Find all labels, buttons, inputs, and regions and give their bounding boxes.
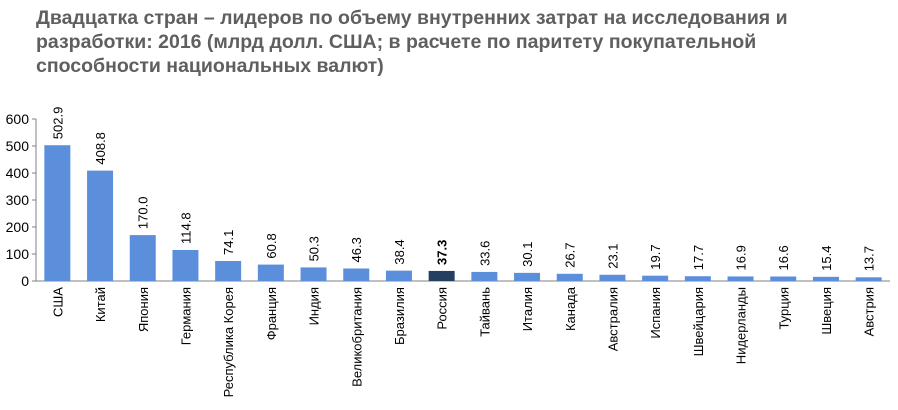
category-label: Япония: [136, 287, 151, 332]
value-label: 13.7: [862, 246, 877, 271]
bar: [428, 270, 455, 281]
bar: [385, 270, 412, 281]
category-label: Швеция: [819, 287, 834, 335]
bar: [599, 274, 626, 281]
value-label: 15.4: [819, 246, 834, 271]
bar: [87, 170, 114, 281]
value-label: 26.7: [563, 242, 578, 267]
bar: [812, 276, 839, 281]
category-label: Австрия: [862, 287, 877, 336]
category-label: Германия: [178, 287, 193, 345]
category-label: Турция: [776, 287, 791, 330]
category-label: Тайвань: [477, 287, 492, 337]
category-label: Испания: [648, 287, 663, 339]
bar: [300, 267, 327, 281]
category-label: Великобритания: [349, 287, 364, 387]
bar: [855, 277, 882, 281]
category-label: Австралия: [605, 287, 620, 351]
value-labels: 502.9 408.8 170.0 114.8 74.1 60.8 50.3 46.3 38.4…: [50, 107, 876, 272]
value-label: 46.3: [349, 237, 364, 262]
bar: [471, 271, 498, 281]
category-label: Италия: [520, 287, 535, 331]
value-label: 17.7: [691, 245, 706, 270]
value-label: 16.6: [776, 245, 791, 270]
category-label: Индия: [307, 287, 322, 325]
value-label: 114.8: [178, 212, 193, 244]
category-label: Франция: [264, 287, 279, 340]
chart-title: Двадцатка стран – лидеров по объему внут…: [36, 7, 788, 77]
bar: [129, 235, 156, 281]
value-label: 16.9: [734, 245, 749, 270]
bar: [44, 145, 71, 281]
y-tick-label: 0: [21, 273, 29, 289]
value-label: 50.3: [307, 236, 322, 261]
category-label: Бразилия: [392, 287, 407, 345]
bar: [770, 276, 797, 281]
value-label: 74.1: [221, 230, 236, 255]
bar: [642, 275, 669, 281]
bar: [727, 276, 754, 281]
y-tick-label: 300: [6, 192, 30, 208]
y-tick-label: 600: [6, 111, 30, 127]
category-label: США: [50, 287, 65, 317]
y-tick-label: 500: [6, 138, 30, 154]
y-tick-label: 200: [6, 219, 30, 235]
category-label: Швейцария: [691, 287, 706, 356]
value-label: 23.1: [605, 243, 620, 268]
bar: [556, 273, 583, 281]
value-label: 33.6: [477, 241, 492, 266]
value-label: 30.1: [520, 242, 535, 267]
bars: [44, 145, 882, 281]
category-label: Нидерланды: [734, 287, 749, 364]
value-label: 502.9: [50, 107, 65, 140]
y-tick-label: 100: [6, 246, 30, 262]
bar: [257, 264, 284, 281]
category-label: Канада: [563, 286, 578, 331]
value-label: 408.8: [93, 132, 108, 165]
x-axis-labels: США Китай Япония Германия Республика Корея Фр…: [50, 286, 876, 397]
value-label: 38.4: [392, 239, 407, 264]
category-label: Китай: [93, 287, 108, 322]
category-label: Республика Корея: [221, 287, 236, 397]
category-label: Россия: [435, 287, 450, 330]
bar: [343, 268, 370, 281]
value-label: 60.8: [264, 233, 279, 258]
bar: [215, 260, 242, 281]
bar: [684, 276, 711, 281]
bar: [514, 272, 541, 281]
value-label: 19.7: [648, 244, 663, 269]
value-label: 170.0: [136, 197, 151, 230]
bar: [172, 250, 199, 281]
y-tick-label: 400: [6, 165, 30, 181]
value-label: 37.3: [435, 240, 450, 265]
